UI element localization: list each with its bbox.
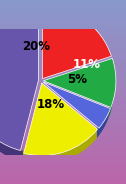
- Wedge shape: [43, 58, 116, 107]
- Polygon shape: [97, 107, 108, 138]
- Text: 20%: 20%: [22, 40, 50, 52]
- Text: 11%: 11%: [72, 58, 100, 71]
- Polygon shape: [108, 77, 113, 119]
- Text: 5%: 5%: [68, 73, 87, 86]
- Polygon shape: [0, 80, 23, 162]
- Wedge shape: [43, 82, 111, 128]
- Wedge shape: [24, 83, 98, 155]
- Wedge shape: [0, 8, 38, 151]
- Text: 18%: 18%: [36, 98, 65, 111]
- Polygon shape: [23, 127, 97, 164]
- Wedge shape: [42, 6, 111, 79]
